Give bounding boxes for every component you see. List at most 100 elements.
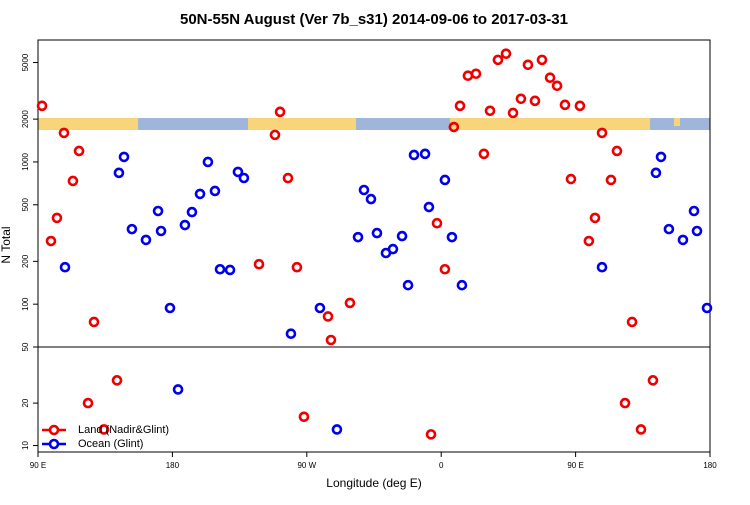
point xyxy=(155,225,167,237)
point xyxy=(655,151,667,163)
point xyxy=(59,261,71,273)
point xyxy=(365,193,377,205)
y-tick-label: 200 xyxy=(21,254,30,268)
point xyxy=(164,302,176,314)
point xyxy=(269,129,281,141)
point xyxy=(36,100,48,112)
point xyxy=(626,316,638,328)
y-tick-label: 5000 xyxy=(21,53,30,71)
point xyxy=(202,156,214,168)
point xyxy=(325,334,337,346)
point xyxy=(423,201,435,213)
y-tick-label: 100 xyxy=(21,297,30,311)
y-tick-label: 1000 xyxy=(21,152,30,170)
point xyxy=(396,230,408,242)
point xyxy=(647,375,659,386)
point xyxy=(209,185,221,197)
y-tick-label: 2000 xyxy=(21,110,30,128)
point xyxy=(186,206,198,218)
point xyxy=(454,100,466,112)
y-tick-label: 500 xyxy=(21,198,30,212)
point xyxy=(238,172,250,184)
point xyxy=(194,188,206,200)
point xyxy=(118,151,130,163)
point xyxy=(492,54,504,66)
point xyxy=(500,48,512,59)
y-tick-label: 50 xyxy=(21,342,30,351)
point xyxy=(352,231,364,243)
point xyxy=(536,54,548,66)
point xyxy=(387,243,399,255)
point xyxy=(446,231,458,243)
point xyxy=(274,106,286,118)
point xyxy=(282,172,294,184)
point xyxy=(507,107,519,119)
point xyxy=(650,167,662,179)
point xyxy=(88,316,100,328)
point xyxy=(82,397,94,409)
point xyxy=(596,261,608,273)
point xyxy=(688,205,700,217)
point xyxy=(67,175,79,187)
x-tick-label: 0 xyxy=(439,461,444,470)
point xyxy=(253,258,265,270)
point xyxy=(314,302,326,314)
x-tick-label: 90 W xyxy=(297,461,316,470)
point xyxy=(126,223,138,235)
x-tick-label: 90 E xyxy=(30,461,46,470)
plot-frame xyxy=(37,346,711,453)
point xyxy=(565,173,577,185)
point xyxy=(298,411,310,423)
point xyxy=(214,263,226,275)
point xyxy=(425,429,437,440)
point xyxy=(529,95,541,107)
point xyxy=(73,145,85,157)
point xyxy=(544,72,556,84)
point xyxy=(663,223,675,235)
point xyxy=(45,235,57,247)
point xyxy=(152,205,164,217)
point xyxy=(596,127,608,139)
point xyxy=(322,311,334,322)
land-strip xyxy=(38,118,138,130)
point xyxy=(371,227,383,239)
legend-label: Ocean (Glint) xyxy=(78,438,143,450)
x-tick-label: 180 xyxy=(703,461,717,470)
point xyxy=(605,174,617,186)
point xyxy=(408,149,420,161)
point xyxy=(431,217,443,229)
land-ocean-strip xyxy=(38,118,710,130)
point xyxy=(574,100,586,112)
point xyxy=(470,68,482,80)
point xyxy=(224,264,236,276)
point xyxy=(701,302,713,314)
land-strip xyxy=(450,118,650,130)
point xyxy=(439,263,451,275)
point xyxy=(522,59,534,71)
point xyxy=(419,148,431,160)
y-tick-label: 10 xyxy=(21,441,30,450)
point xyxy=(58,127,70,139)
point xyxy=(551,80,563,92)
x-tick-label: 90 E xyxy=(567,461,583,470)
point xyxy=(113,167,125,179)
point xyxy=(439,174,451,186)
point xyxy=(402,279,414,291)
legend-label: Land (Nadir&Glint) xyxy=(78,424,169,436)
point xyxy=(331,424,343,435)
land-strip xyxy=(248,118,356,130)
chart-title: 50N-55N August (Ver 7b_s31) 2014-09-06 t… xyxy=(180,11,568,28)
x-axis-label: Longitude (deg E) xyxy=(326,476,421,490)
point xyxy=(179,219,191,231)
point xyxy=(344,297,356,309)
x-tick-label: 180 xyxy=(166,461,180,470)
y-tick-label: 20 xyxy=(21,398,30,407)
point xyxy=(619,397,631,409)
point xyxy=(291,261,303,273)
point xyxy=(358,184,370,196)
point xyxy=(484,105,496,117)
point xyxy=(172,384,184,395)
point xyxy=(515,93,527,105)
land-strip xyxy=(674,118,680,126)
